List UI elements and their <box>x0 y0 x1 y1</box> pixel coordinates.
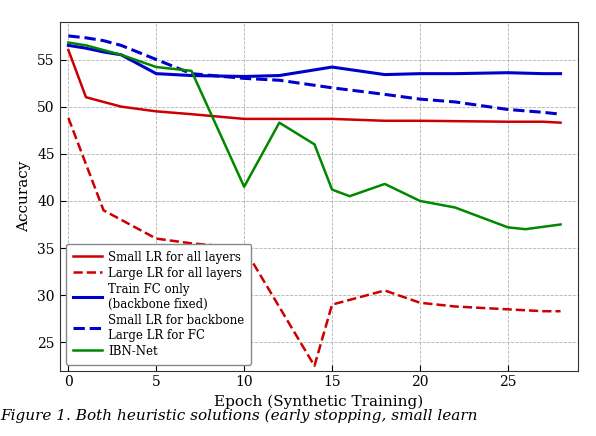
Small LR for all layers <box>276 116 283 122</box>
IBN-Net <box>381 181 389 187</box>
IBN-Net <box>328 187 336 192</box>
Large LR for all layers <box>381 288 389 293</box>
Small LR for all layers <box>539 119 547 124</box>
IBN-Net <box>65 40 72 45</box>
Line: Large LR for all layers: Large LR for all layers <box>69 118 561 366</box>
Train FC only
(backbone fixed) <box>557 71 564 76</box>
Legend: Small LR for all layers, Large LR for all layers, Train FC only
(backbone fixed): Small LR for all layers, Large LR for al… <box>66 244 252 364</box>
IBN-Net <box>557 222 564 227</box>
Small LR for backbone
Large LR for FC <box>452 99 459 105</box>
Small LR for all layers <box>241 116 248 122</box>
IBN-Net <box>276 120 283 125</box>
Train FC only
(backbone fixed) <box>100 49 107 54</box>
IBN-Net <box>417 198 424 204</box>
Large LR for all layers <box>65 116 72 121</box>
Small LR for all layers <box>504 119 511 124</box>
Train FC only
(backbone fixed) <box>539 71 547 76</box>
Train FC only
(backbone fixed) <box>276 73 283 78</box>
Small LR for all layers <box>557 120 564 125</box>
Large LR for all layers <box>100 208 107 213</box>
Small LR for all layers <box>117 104 125 109</box>
Train FC only
(backbone fixed) <box>241 74 248 79</box>
Small LR for all layers <box>381 118 389 123</box>
Small LR for backbone
Large LR for FC <box>381 92 389 97</box>
IBN-Net <box>311 142 318 147</box>
Large LR for all layers <box>135 227 142 232</box>
Large LR for all layers <box>153 236 160 241</box>
Small LR for backbone
Large LR for FC <box>188 71 195 76</box>
IBN-Net <box>346 194 353 199</box>
Small LR for all layers <box>328 116 336 122</box>
IBN-Net <box>82 43 89 48</box>
Small LR for backbone
Large LR for FC <box>241 76 248 81</box>
Small LR for backbone
Large LR for FC <box>117 43 125 48</box>
Large LR for all layers <box>504 307 511 312</box>
Large LR for all layers <box>328 302 336 307</box>
Line: Small LR for all layers: Small LR for all layers <box>69 50 561 123</box>
Small LR for backbone
Large LR for FC <box>82 35 89 41</box>
Small LR for all layers <box>65 48 72 53</box>
Large LR for all layers <box>557 309 564 314</box>
Line: Train FC only
(backbone fixed): Train FC only (backbone fixed) <box>69 45 561 76</box>
Large LR for all layers <box>452 304 459 309</box>
Small LR for backbone
Large LR for FC <box>504 107 511 112</box>
Train FC only
(backbone fixed) <box>381 72 389 77</box>
Line: Small LR for backbone
Large LR for FC: Small LR for backbone Large LR for FC <box>69 36 561 114</box>
IBN-Net <box>522 227 529 232</box>
IBN-Net <box>153 65 160 70</box>
Train FC only
(backbone fixed) <box>153 71 160 76</box>
Line: IBN-Net: IBN-Net <box>69 43 561 229</box>
IBN-Net <box>188 68 195 73</box>
Small LR for all layers <box>82 95 89 100</box>
IBN-Net <box>170 66 178 72</box>
IBN-Net <box>117 52 125 58</box>
Large LR for all layers <box>417 300 424 305</box>
Small LR for backbone
Large LR for FC <box>100 38 107 43</box>
Small LR for backbone
Large LR for FC <box>417 96 424 102</box>
IBN-Net <box>100 48 107 53</box>
Text: Figure 1. Both heuristic solutions (early stopping, small learn: Figure 1. Both heuristic solutions (earl… <box>0 409 477 423</box>
IBN-Net <box>452 205 459 210</box>
IBN-Net <box>504 225 511 230</box>
Train FC only
(backbone fixed) <box>117 52 125 58</box>
Train FC only
(backbone fixed) <box>504 70 511 75</box>
Small LR for all layers <box>188 112 195 117</box>
Train FC only
(backbone fixed) <box>82 46 89 51</box>
Small LR for all layers <box>417 118 424 123</box>
Small LR for backbone
Large LR for FC <box>65 33 72 38</box>
Train FC only
(backbone fixed) <box>65 43 72 48</box>
IBN-Net <box>241 184 248 189</box>
X-axis label: Epoch (Synthetic Training): Epoch (Synthetic Training) <box>214 395 424 409</box>
Small LR for backbone
Large LR for FC <box>276 78 283 83</box>
Large LR for all layers <box>311 363 318 368</box>
Small LR for all layers <box>153 109 160 114</box>
Train FC only
(backbone fixed) <box>452 71 459 76</box>
Small LR for backbone
Large LR for FC <box>557 112 564 117</box>
Large LR for all layers <box>188 241 195 246</box>
Large LR for all layers <box>539 309 547 314</box>
Small LR for backbone
Large LR for FC <box>328 85 336 90</box>
Y-axis label: Accuracy: Accuracy <box>17 160 32 232</box>
Train FC only
(backbone fixed) <box>328 65 336 70</box>
Train FC only
(backbone fixed) <box>188 73 195 78</box>
Train FC only
(backbone fixed) <box>417 71 424 76</box>
Small LR for backbone
Large LR for FC <box>153 57 160 62</box>
Small LR for backbone
Large LR for FC <box>539 110 547 115</box>
Large LR for all layers <box>241 245 248 251</box>
